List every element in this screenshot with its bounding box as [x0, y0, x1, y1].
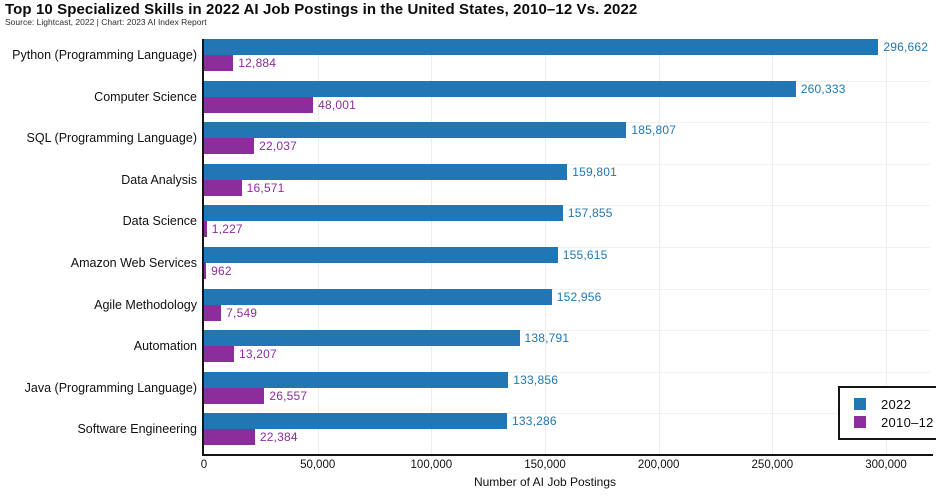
horizontal-gridline — [204, 330, 930, 332]
bar-value-label: 260,333 — [800, 81, 846, 96]
bar-value-label: 26,557 — [269, 388, 308, 403]
bar-2022 — [204, 330, 520, 347]
bar-2022 — [204, 80, 796, 97]
bar-2010-12 — [204, 55, 234, 71]
bar-2022 — [204, 122, 627, 139]
legend-swatch-2022 — [854, 398, 866, 410]
x-axis-title: Number of AI Job Postings — [473, 475, 617, 489]
bar-value-label: 155,615 — [562, 248, 608, 262]
legend-swatch-2010-12 — [854, 416, 866, 428]
x-tick-labels: 0 50,000 100,000 150,000 200,000 250,000 300,0… — [200, 459, 936, 473]
category-label: Software Engineering — [77, 422, 197, 437]
horizontal-gridline — [204, 371, 930, 373]
legend-item: 2010–12 — [854, 413, 934, 431]
bar-2022 — [204, 39, 879, 55]
category-label: Amazon Web Services — [70, 256, 197, 270]
bar-2010-12 — [204, 304, 222, 321]
bar-2010-12 — [204, 138, 255, 155]
bar-2010-12 — [204, 346, 235, 363]
bar-value-label: 133,286 — [512, 414, 557, 429]
category-axis-labels: Python (Programming Language) Computer Sc… — [0, 39, 197, 455]
bar-2022 — [204, 413, 507, 430]
legend-label: 2022 — [881, 396, 912, 412]
bar-2010-12 — [204, 96, 314, 113]
bar-2010-12 — [204, 429, 255, 446]
bar-2022 — [204, 288, 552, 305]
category-label: Automation — [133, 339, 197, 354]
horizontal-gridline — [204, 247, 930, 248]
chart-title: Top 10 Specialized Skills in 2022 AI Job… — [5, 1, 638, 18]
bar-value-label: 962 — [211, 264, 232, 278]
x-axis-line — [202, 454, 933, 456]
category-label: Data Analysis — [121, 172, 197, 187]
bar-value-label: 22,384 — [259, 430, 298, 445]
category-label: Agile Methodology — [94, 297, 197, 312]
bar-2022 — [204, 247, 558, 263]
x-tick-label: 250,000 — [751, 459, 794, 471]
bar-value-label: 185,807 — [631, 123, 677, 138]
bar-value-label: 13,207 — [239, 347, 277, 362]
x-tick-label: 200,000 — [637, 459, 680, 471]
bar-value-label: 157,855 — [567, 206, 613, 221]
bar-value-label: 133,856 — [513, 372, 559, 387]
bar-2022 — [204, 163, 568, 180]
horizontal-gridline — [204, 413, 930, 415]
x-tick-label: 150,000 — [524, 459, 566, 471]
category-label: Python (Programming Language) — [12, 48, 197, 62]
plot-area: 296,662 12,884 260,333 48,001 185,807 22,037 1… — [204, 39, 936, 455]
legend-item: 2022 — [854, 395, 934, 413]
category-label: Computer Science — [94, 89, 197, 104]
bar-value-label: 16,571 — [246, 180, 285, 195]
horizontal-gridline — [204, 288, 930, 290]
category-label: SQL (Programming Language) — [26, 131, 197, 146]
bar-2010-12 — [204, 179, 242, 196]
bar-value-label: 296,662 — [883, 40, 929, 54]
bar-2022 — [204, 205, 563, 222]
bar-2010-12 — [204, 221, 207, 238]
y-axis-line — [202, 39, 204, 456]
legend-label: 2010–12 — [881, 414, 934, 430]
category-label: Data Science — [122, 214, 197, 229]
x-tick-label: 300,000 — [865, 459, 907, 471]
bar-value-label: 152,956 — [556, 289, 602, 304]
bar-value-label: 1,227 — [211, 222, 243, 237]
x-tick-label: 50,000 — [300, 459, 336, 471]
horizontal-gridline — [204, 205, 930, 207]
category-label: Java (Programming Language) — [24, 380, 197, 395]
bar-value-label: 138,791 — [524, 331, 570, 346]
bar-value-label: 159,801 — [572, 164, 618, 179]
bar-value-label: 48,001 — [318, 97, 357, 112]
bar-value-label: 22,037 — [259, 139, 297, 154]
bar-2010-12 — [204, 387, 265, 404]
chart-source-line: Source: Lightcast, 2022 | Chart: 2023 AI… — [5, 17, 207, 27]
legend-box: 2022 2010–12 — [838, 386, 936, 440]
bar-2010-12 — [204, 263, 207, 279]
x-tick-label: 0 — [200, 459, 208, 471]
bar-value-label: 12,884 — [238, 56, 277, 70]
bar-value-label: 7,549 — [226, 305, 258, 320]
bar-2022 — [204, 371, 509, 388]
x-tick-label: 100,000 — [410, 459, 453, 471]
